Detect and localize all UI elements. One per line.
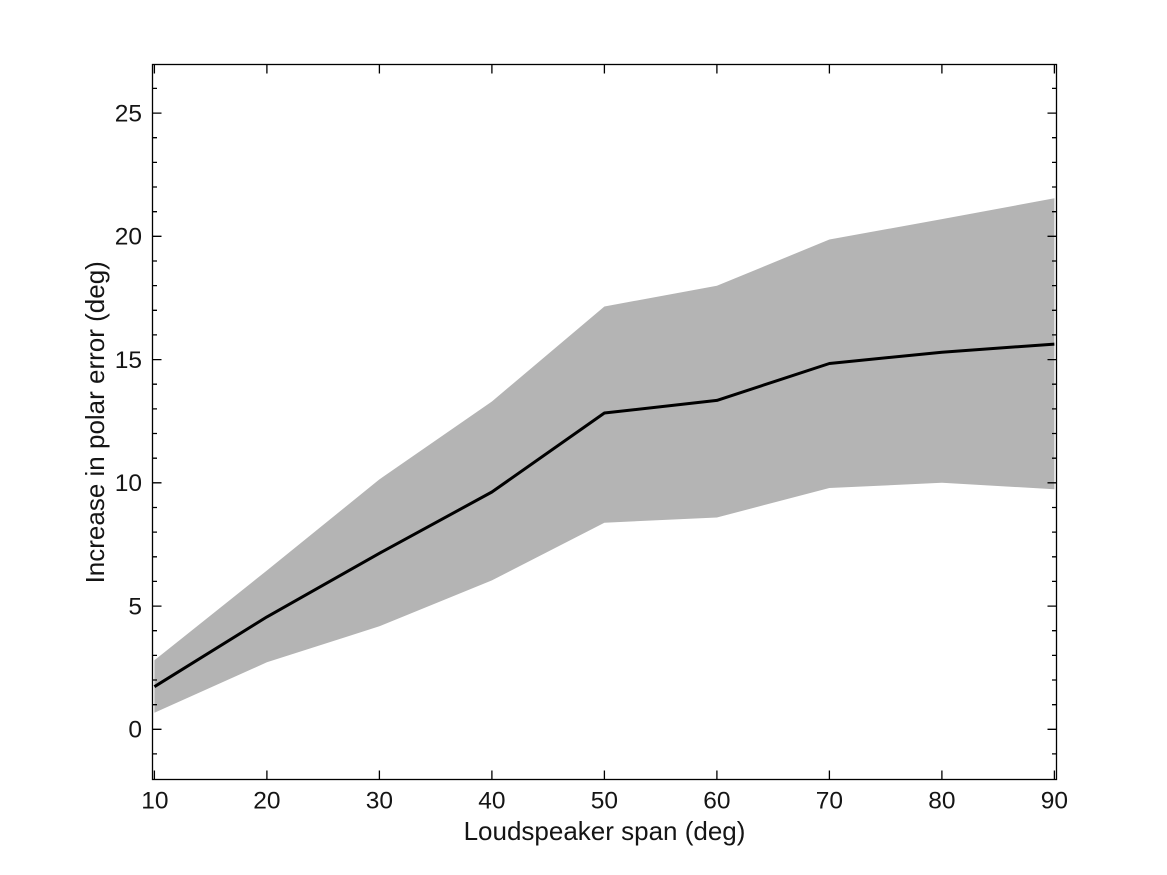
svg-text:40: 40	[478, 788, 505, 815]
svg-text:50: 50	[591, 788, 618, 815]
svg-text:70: 70	[816, 788, 843, 815]
svg-text:90: 90	[1041, 788, 1068, 815]
svg-text:20: 20	[253, 788, 280, 815]
svg-text:Loudspeaker span (deg): Loudspeaker span (deg)	[464, 816, 746, 846]
svg-text:80: 80	[928, 788, 955, 815]
svg-text:Increase in polar error (deg): Increase in polar error (deg)	[80, 261, 110, 583]
svg-text:0: 0	[128, 717, 142, 744]
svg-text:30: 30	[366, 788, 393, 815]
svg-text:20: 20	[115, 224, 142, 251]
svg-text:15: 15	[115, 347, 142, 374]
svg-text:10: 10	[115, 470, 142, 497]
svg-text:10: 10	[141, 788, 168, 815]
svg-text:5: 5	[128, 594, 142, 621]
svg-text:60: 60	[703, 788, 730, 815]
svg-text:25: 25	[115, 101, 142, 128]
